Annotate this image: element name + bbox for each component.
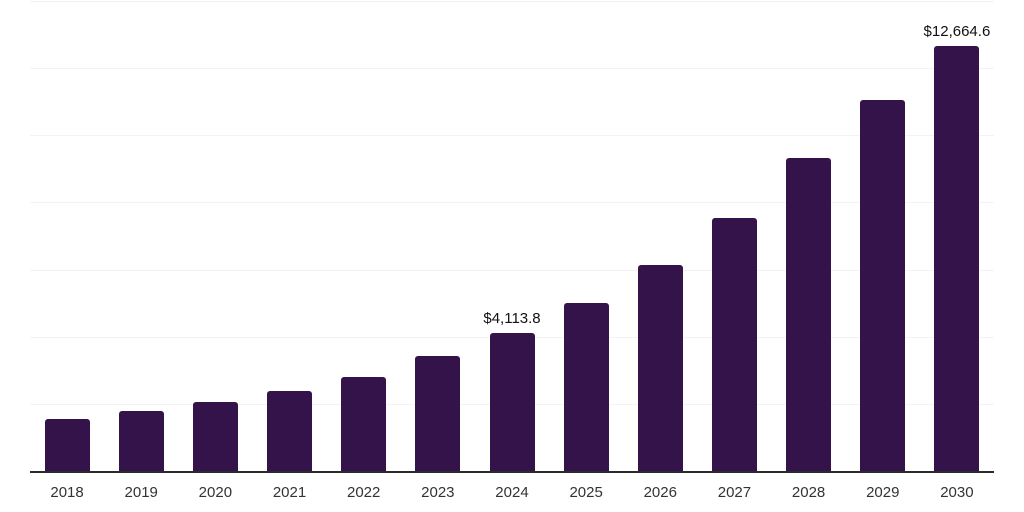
data-label-2030: $12,664.6 bbox=[923, 22, 991, 40]
x-axis-line bbox=[30, 471, 994, 473]
bar-2018 bbox=[44, 418, 90, 471]
x-tick-label-2021: 2021 bbox=[272, 484, 307, 501]
x-tick-label-2028: 2028 bbox=[791, 484, 826, 501]
bar-2023 bbox=[415, 355, 461, 471]
gridline-10000 bbox=[30, 135, 994, 137]
x-tick-label-2024: 2024 bbox=[495, 484, 529, 501]
bar-2027 bbox=[711, 217, 757, 471]
bar-2024 bbox=[489, 332, 535, 471]
x-tick-label-2020: 2020 bbox=[198, 484, 233, 501]
bar-2029 bbox=[860, 100, 906, 471]
x-tick-label-2019: 2019 bbox=[124, 484, 158, 501]
x-tick-label-2018: 2018 bbox=[50, 484, 84, 501]
x-tick-label-2025: 2025 bbox=[569, 484, 603, 501]
bar-2022 bbox=[341, 376, 387, 471]
gridline-12000 bbox=[30, 68, 994, 70]
x-tick-label-2023: 2023 bbox=[421, 484, 455, 501]
bar-2026 bbox=[637, 264, 683, 471]
x-tick-label-2029: 2029 bbox=[866, 484, 900, 501]
bar-2020 bbox=[192, 401, 238, 471]
bar-2019 bbox=[118, 410, 164, 471]
gridline-6000 bbox=[30, 269, 994, 271]
bar-2025 bbox=[563, 302, 609, 471]
bar-2028 bbox=[786, 158, 832, 471]
x-tick-label-2026: 2026 bbox=[643, 484, 677, 501]
plot-area: $4,113.8 $12,664.6 bbox=[30, 1, 994, 473]
x-tick-label-2030: 2030 bbox=[940, 484, 974, 501]
x-tick-label-2027: 2027 bbox=[717, 484, 752, 501]
bar-2021 bbox=[267, 390, 313, 471]
data-label-2024: $4,113.8 bbox=[483, 309, 541, 327]
gridline-8000 bbox=[30, 202, 994, 204]
bar-2030 bbox=[934, 45, 980, 471]
gridline-14000 bbox=[30, 1, 994, 2]
x-tick-label-2022: 2022 bbox=[346, 484, 381, 501]
